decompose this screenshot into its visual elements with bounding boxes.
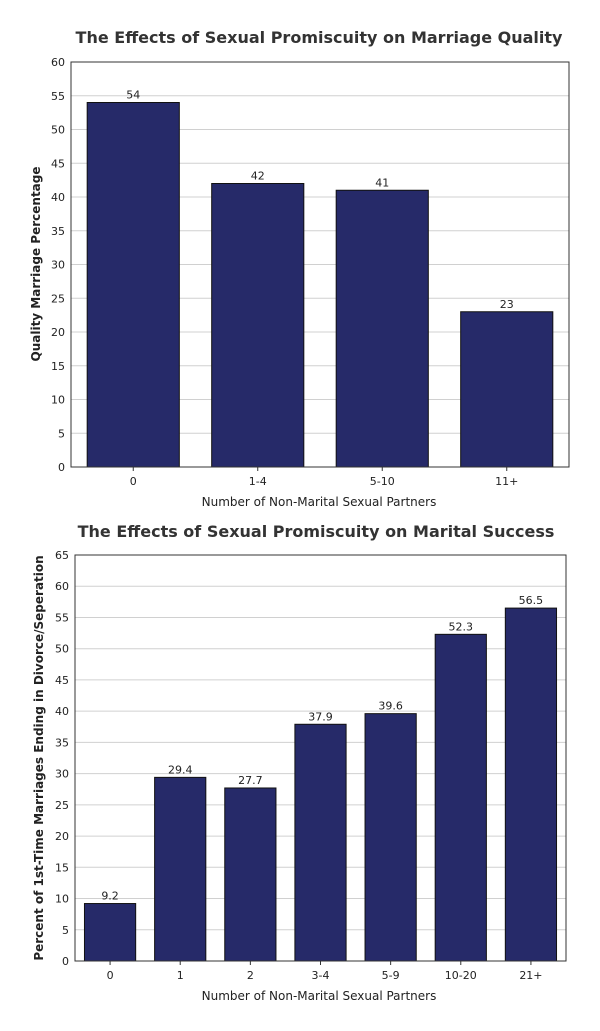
chart2-ytick-label: 15 bbox=[55, 861, 69, 874]
chart1-bar-1-4 bbox=[211, 183, 305, 468]
chart1-xtick-label: 5-10 bbox=[370, 475, 395, 488]
chart1-xtick-label: 1-4 bbox=[249, 475, 267, 488]
chart1-ytick-label: 45 bbox=[51, 157, 65, 170]
chart2-ytick-label: 10 bbox=[55, 893, 69, 906]
chart1-data-label: 42 bbox=[251, 170, 265, 183]
chart1-ytick-label: 50 bbox=[51, 124, 65, 137]
chart2-bar-5-9 bbox=[364, 713, 417, 962]
chart2-ytick-label: 65 bbox=[55, 549, 69, 562]
chart1-ytick-label: 20 bbox=[51, 326, 65, 339]
chart1-ytick-label: 35 bbox=[51, 225, 65, 238]
chart1-ytick-label: 10 bbox=[51, 394, 65, 407]
chart2-xlabel: Number of Non-Marital Sexual Partners bbox=[202, 989, 437, 1003]
chart1-data-label: 41 bbox=[375, 176, 389, 189]
chart2-bar-3-4 bbox=[294, 723, 347, 962]
chart1-data-label: 54 bbox=[126, 89, 140, 102]
chart2-ytick-label: 40 bbox=[55, 705, 69, 718]
chart2-xtick-label: 2 bbox=[247, 969, 254, 982]
chart1-ytick-label: 60 bbox=[51, 56, 65, 69]
chart1-ytick-label: 25 bbox=[51, 292, 65, 305]
chart2-plot-frame bbox=[74, 554, 567, 962]
chart2-data-label: 39.6 bbox=[378, 700, 403, 713]
chart2-xtick-label: 1 bbox=[177, 969, 184, 982]
chart2-ytick-label: 25 bbox=[55, 799, 69, 812]
chart2-ylabel: Percent of 1st-Time Marriages Ending in … bbox=[32, 555, 46, 960]
chart2-data-label: 27.7 bbox=[238, 774, 263, 787]
chart2-ytick-label: 60 bbox=[55, 580, 69, 593]
chart2-ytick-label: 50 bbox=[55, 643, 69, 656]
chart2-data-label: 56.5 bbox=[519, 594, 544, 607]
chart2-xtick-label: 10-20 bbox=[445, 969, 477, 982]
chart1-ytick-label: 55 bbox=[51, 90, 65, 103]
chart1-ytick-label: 30 bbox=[51, 259, 65, 272]
chart2-ytick-label: 0 bbox=[62, 955, 69, 968]
chart2-ytick-label: 20 bbox=[55, 830, 69, 843]
chart2-data-label: 52.3 bbox=[449, 620, 474, 633]
chart1-ytick-label: 0 bbox=[58, 461, 65, 474]
chart2-bar-1 bbox=[154, 776, 207, 962]
chart1-title: The Effects of Sexual Promiscuity on Mar… bbox=[76, 28, 563, 47]
chart1-ytick-label: 40 bbox=[51, 191, 65, 204]
chart2-ytick-label: 45 bbox=[55, 674, 69, 687]
chart1-ytick-label: 15 bbox=[51, 360, 65, 373]
chart1-ylabel: Quality Marriage Percentage bbox=[29, 166, 43, 361]
chart2-ytick-label: 35 bbox=[55, 736, 69, 749]
chart1-xtick-label: 0 bbox=[130, 475, 137, 488]
chart1-bar-11+ bbox=[460, 311, 554, 468]
chart2-bar-21+ bbox=[504, 607, 558, 962]
chart2-ytick-label: 30 bbox=[55, 768, 69, 781]
chart1-xlabel: Number of Non-Marital Sexual Partners bbox=[202, 495, 437, 509]
chart2-title: The Effects of Sexual Promiscuity on Mar… bbox=[78, 522, 555, 541]
chart1-ytick-label: 5 bbox=[58, 427, 65, 440]
chart1-plot-frame bbox=[70, 61, 570, 468]
chart2-data-label: 37.9 bbox=[308, 710, 333, 723]
chart1-data-label: 23 bbox=[500, 298, 514, 311]
chart2-xtick-label: 3-4 bbox=[312, 969, 330, 982]
chart2-ytick-label: 55 bbox=[55, 611, 69, 624]
chart2-bar-2 bbox=[224, 787, 277, 962]
chart1-bar-0 bbox=[86, 102, 180, 468]
chart2-bar-0 bbox=[83, 903, 137, 962]
chart2-data-label: 29.4 bbox=[168, 763, 193, 776]
chart1-bar-5-10 bbox=[335, 189, 429, 468]
chart2-data-label: 9.2 bbox=[101, 890, 119, 903]
chart2-xtick-label: 5-9 bbox=[382, 969, 400, 982]
chart2-ytick-label: 5 bbox=[62, 924, 69, 937]
chart2-xtick-label: 21+ bbox=[519, 969, 542, 982]
chart2-bar-10-20 bbox=[434, 633, 487, 962]
chart1-xtick-label: 11+ bbox=[495, 475, 518, 488]
chart2-xtick-label: 0 bbox=[107, 969, 114, 982]
